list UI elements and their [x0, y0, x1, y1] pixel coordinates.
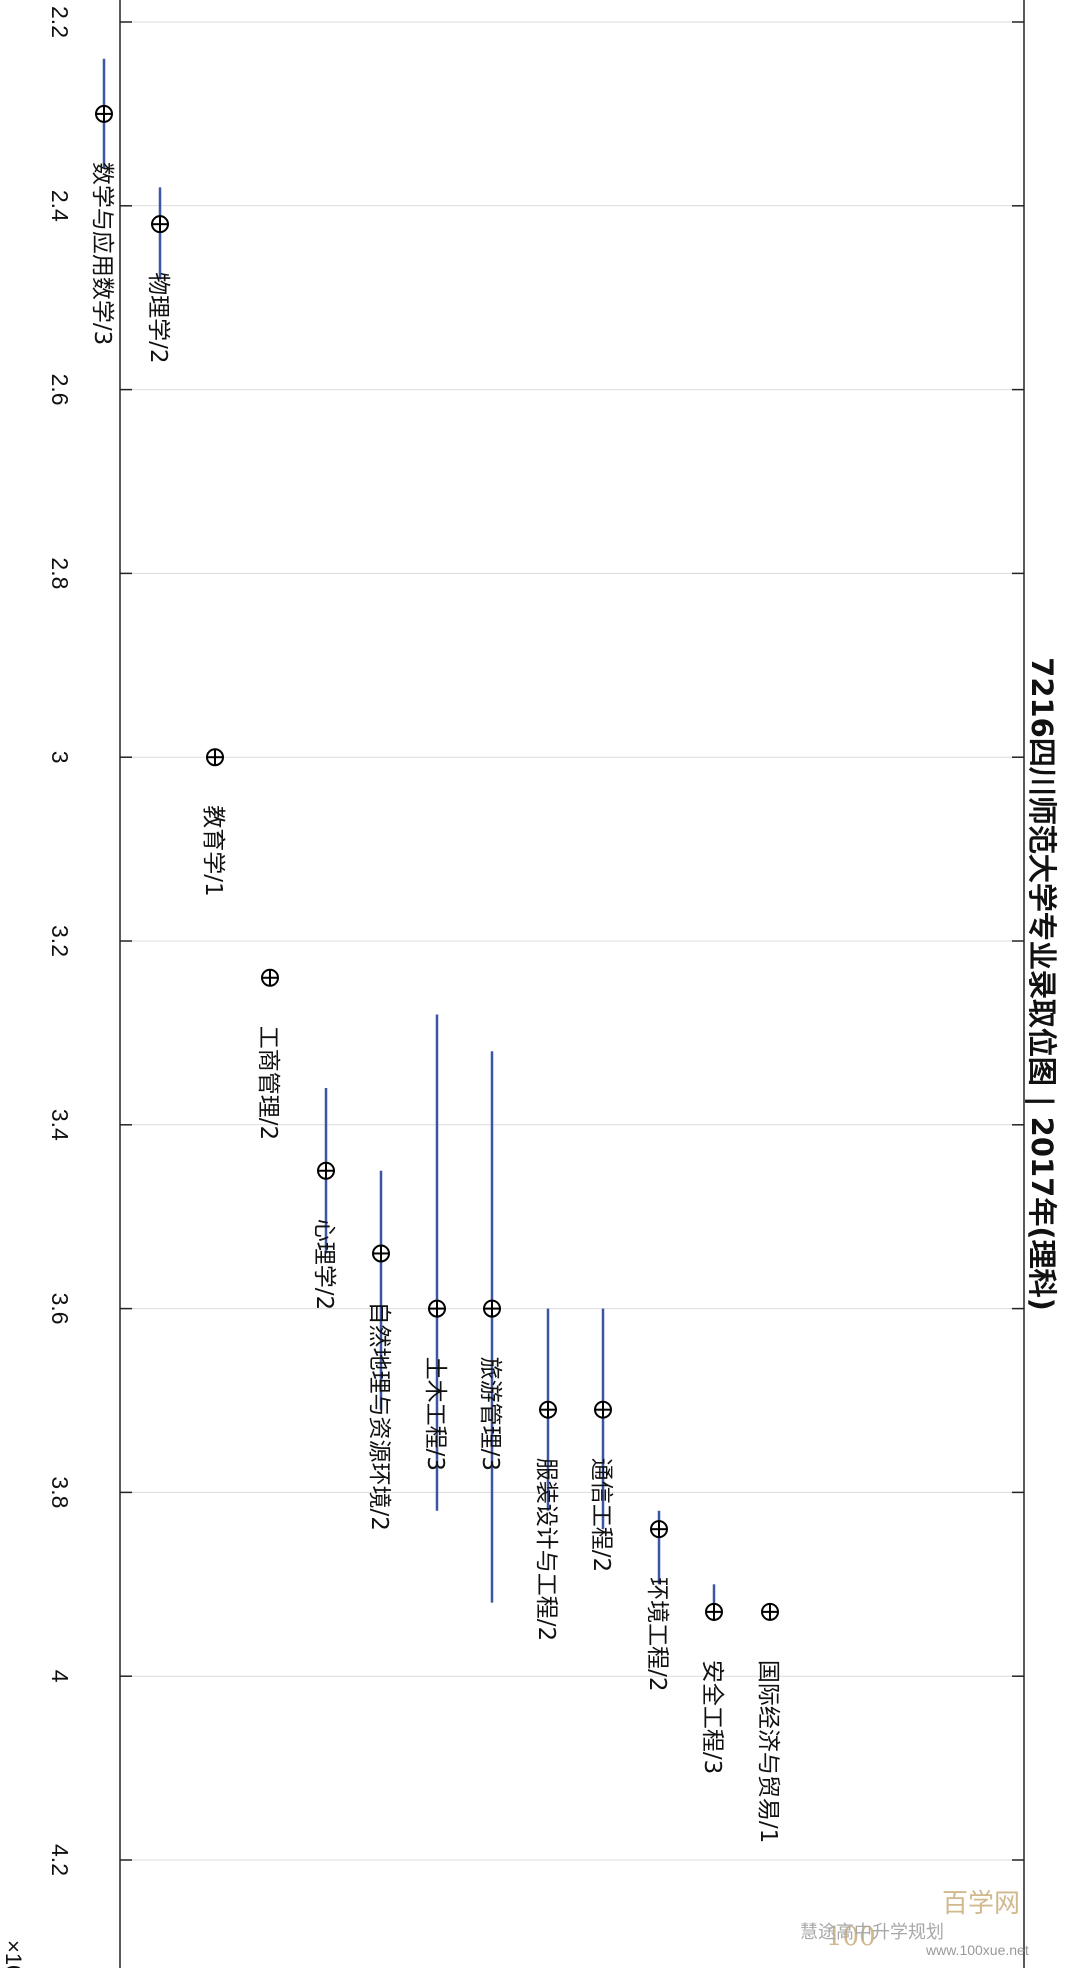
rank-marker — [151, 215, 169, 234]
major-label: 教育学/1 — [200, 805, 226, 896]
watermark-wechat: 慧途高中升学规划 — [800, 1922, 944, 1943]
axis-tick-label: 2.2 — [47, 6, 73, 38]
major-label: 服装设计与工程/2 — [533, 1458, 559, 1641]
watermark-brand: 百学网 — [942, 1889, 1020, 1919]
watermark-logo: 100 — [826, 1922, 876, 1952]
watermark-url: www.100xue.net — [925, 1942, 1029, 1958]
label-layer: 数学与应用数学/3 物理学/2 教育学/1 工商管理/2 心理学/2 自然地理与资源环境/… — [89, 162, 781, 1843]
marker-layer — [95, 104, 779, 1621]
axis-tick-label: 4 — [47, 1670, 73, 1683]
grid-layer — [120, 21, 1024, 1861]
axis-tick-label: 2.8 — [47, 557, 73, 589]
watermark: 100 百学网 慧途高中升学规划 www.100xue.net — [800, 1889, 1029, 1958]
chart-title: 7216四川师范大学专业录取位图 | 2017年(理科) — [1025, 657, 1059, 1311]
tick-layer: 2.2 2.4 2.6 2.8 3 3.2 3.4 3.6 3.8 4 4.2 — [47, 6, 1024, 1876]
axis-tick-label: 3.8 — [47, 1476, 73, 1508]
rank-marker — [539, 1400, 557, 1419]
major-label: 环境工程/2 — [644, 1577, 670, 1691]
axis-tick-label: 3.2 — [47, 925, 73, 957]
major-label: 物理学/2 — [145, 272, 171, 363]
axis-tick-label: 3.6 — [47, 1293, 73, 1325]
axis-exponent-label: ×10⁴ — [1, 1940, 26, 1968]
rank-marker — [650, 1520, 668, 1539]
axis-tick-label: 4.2 — [47, 1844, 73, 1876]
major-label: 心理学/2 — [311, 1219, 337, 1310]
rank-marker — [95, 104, 113, 123]
rank-marker — [261, 968, 279, 987]
major-label: 自然地理与资源环境/2 — [366, 1301, 392, 1530]
major-label: 旅游管理/3 — [477, 1357, 503, 1471]
major-label: 通信工程/2 — [588, 1458, 614, 1572]
rank-marker — [483, 1299, 501, 1318]
rank-marker — [206, 748, 224, 767]
major-label: 安全工程/3 — [699, 1660, 725, 1774]
range-layer — [102, 58, 716, 1622]
rank-marker — [761, 1602, 779, 1621]
major-label: 数学与应用数学/3 — [89, 162, 115, 345]
rank-marker — [705, 1602, 723, 1621]
axis-tick-label: 3 — [47, 751, 73, 764]
axis-tick-label: 3.4 — [47, 1109, 73, 1141]
axis-tick-label: 2.6 — [47, 374, 73, 406]
major-label: 国际经济与贸易/1 — [755, 1660, 781, 1843]
major-label: 土木工程/3 — [422, 1357, 448, 1471]
rank-marker — [317, 1161, 335, 1180]
rank-marker — [594, 1400, 612, 1419]
rank-marker — [428, 1299, 446, 1318]
major-label: 工商管理/2 — [255, 1026, 281, 1140]
axis-tick-label: 2.4 — [47, 190, 73, 222]
rank-marker — [372, 1244, 390, 1263]
